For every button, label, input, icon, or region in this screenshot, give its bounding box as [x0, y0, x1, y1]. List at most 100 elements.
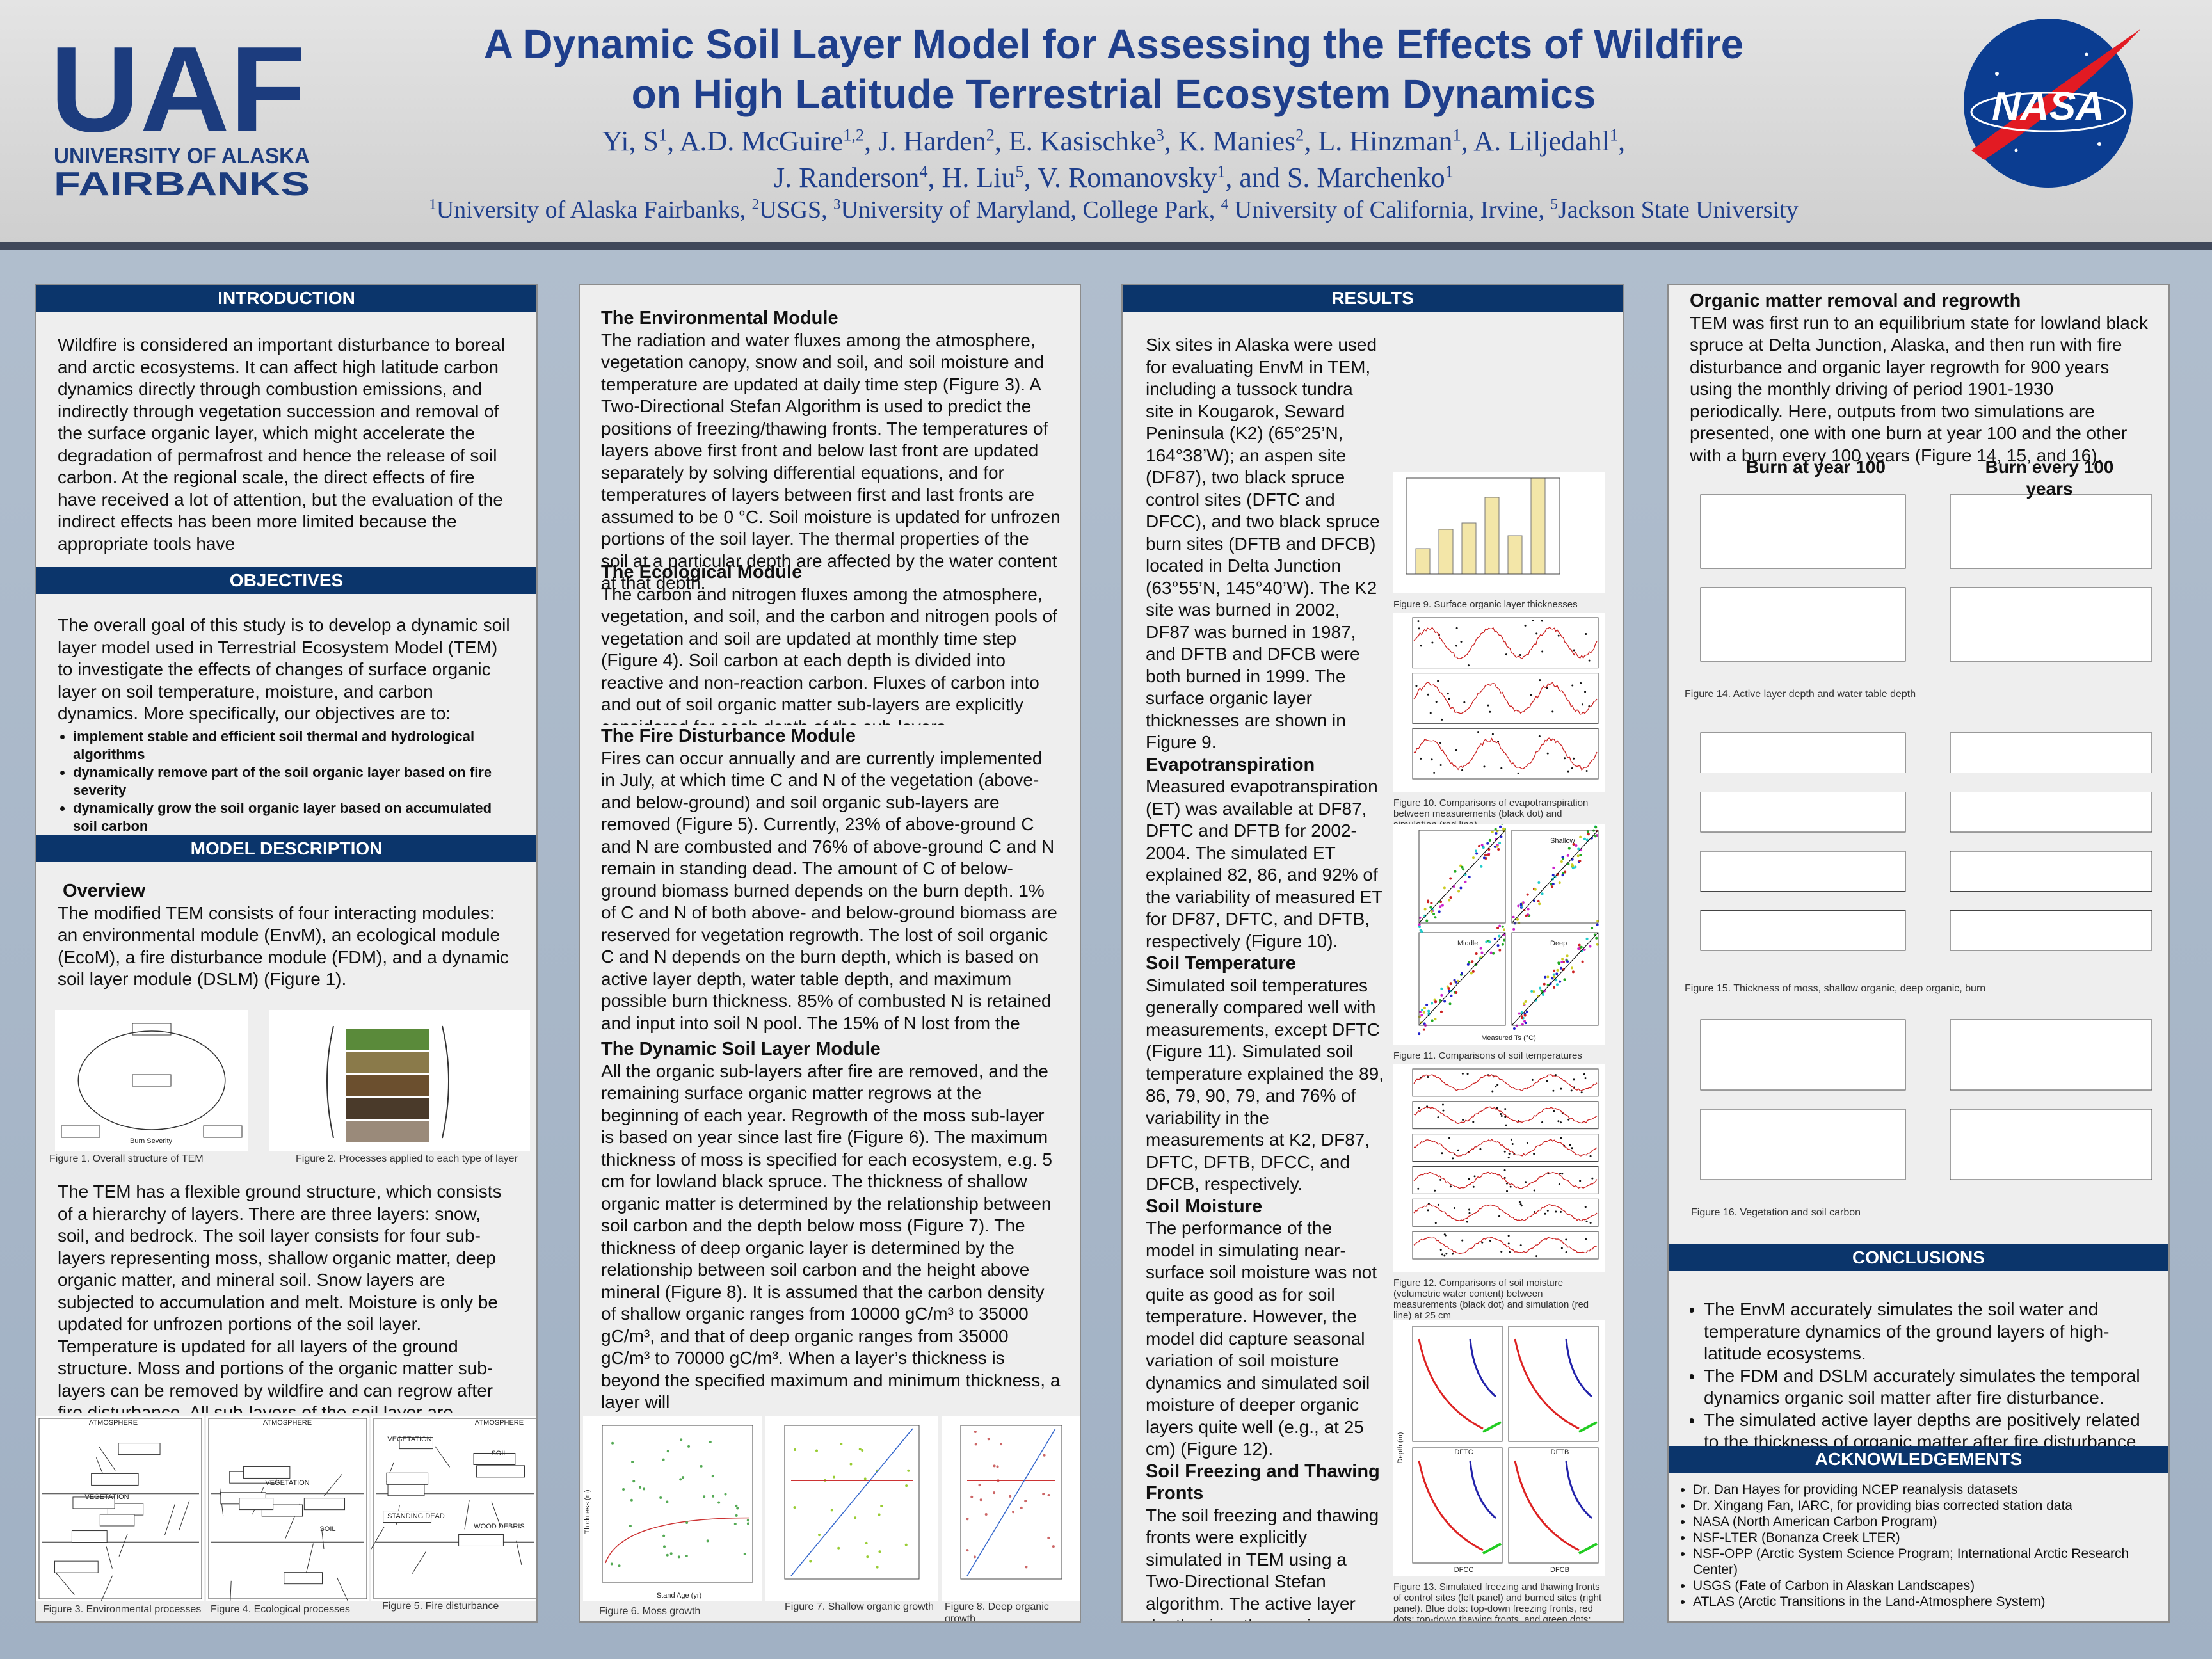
figure-art	[1417, 1187, 1420, 1190]
figure-art	[863, 1477, 867, 1480]
figure-art	[1509, 1251, 1511, 1253]
module: The Fire Disturbance Module Fires can occ…	[601, 725, 1061, 1038]
figure-art	[1415, 548, 1431, 575]
figure-art	[1563, 978, 1566, 981]
figure-art	[1413, 1236, 1598, 1254]
figure-art	[1592, 829, 1596, 832]
header: UAF UNIVERSITY OF ALASKA FAIRBANKS NASA …	[0, 0, 2212, 242]
figure-art	[815, 1449, 818, 1452]
figure-art	[1468, 876, 1471, 879]
figure-label: ATMOSPHERE	[475, 1419, 524, 1427]
figure-art	[837, 1546, 840, 1550]
figure-label: Deep	[1550, 940, 1567, 947]
figure-art	[1482, 856, 1486, 860]
figure-label: SOIL	[491, 1450, 507, 1457]
figure-art	[1418, 830, 1506, 924]
figure-art	[1579, 835, 1582, 838]
figure-art	[818, 1534, 821, 1537]
figure-art	[1440, 993, 1443, 997]
figure-art	[1439, 999, 1442, 1002]
figure-label: Middle	[1457, 940, 1478, 947]
figure-art	[1499, 825, 1502, 828]
figure-art	[1455, 981, 1458, 984]
figure-art	[1425, 1003, 1429, 1006]
figure-label: DFTB	[1551, 1448, 1569, 1456]
affiliations: 1University of Alaska Fairbanks, 2USGS, …	[320, 196, 1907, 224]
figure-art	[1506, 1190, 1509, 1192]
figure-art	[326, 1025, 334, 1139]
section-heading: MODEL DESCRIPTION	[36, 835, 536, 862]
figure-art	[1455, 645, 1457, 647]
results-text: Six sites in Alaska were used for evalua…	[1146, 334, 1605, 1621]
figure-art	[1498, 949, 1502, 952]
figure-art	[1449, 896, 1452, 899]
figure-art	[1565, 1251, 1567, 1254]
figure-art	[1552, 866, 1555, 869]
figure	[1925, 490, 2165, 682]
figure-art	[1457, 1149, 1459, 1151]
figure-box: Figure 9. Surface organic layer thicknes…	[1393, 472, 1605, 613]
figure-art	[1950, 1109, 2152, 1180]
figure-art	[1495, 1086, 1497, 1088]
figure-art	[1950, 587, 2152, 662]
figure-art	[1500, 1250, 1503, 1253]
figure-art	[99, 1514, 135, 1527]
figure-art	[1453, 1206, 1455, 1209]
figure-art	[1584, 1077, 1587, 1080]
text: University of California, Irvine,	[1228, 196, 1551, 223]
nasa-logo: NASA	[1964, 19, 2141, 188]
figure-art	[1596, 920, 1599, 923]
figure-art	[1583, 1073, 1585, 1075]
figure-art	[880, 1505, 883, 1508]
figure-art	[1541, 892, 1544, 895]
figure-art	[1429, 712, 1432, 714]
text: , H. Liu	[927, 162, 1016, 193]
figure-art	[1466, 963, 1470, 966]
figure-art	[1553, 1110, 1555, 1112]
caption: Figure 8. Deep organic growth	[945, 1601, 1049, 1623]
figure	[1393, 1064, 1605, 1272]
figure-art	[1574, 865, 1577, 869]
figure-art	[1422, 1028, 1425, 1031]
figure-art	[1047, 1536, 1050, 1539]
caption: Figure 14. Active layer depth and water …	[1685, 689, 1916, 700]
figure-art	[337, 1577, 349, 1601]
figure-art	[1431, 1002, 1434, 1005]
figure-art	[1569, 1144, 1571, 1146]
figure-art	[631, 1461, 634, 1464]
overview: Overview The modified TEM consists of fo…	[58, 880, 517, 995]
figure-art	[1517, 772, 1519, 774]
bullet: dynamically grow the soil organic layer …	[73, 799, 517, 833]
figure-art	[1531, 1078, 1534, 1081]
superscript: 2	[751, 196, 760, 212]
figure-art	[1440, 987, 1443, 990]
module: The Environmental Module The radiation an…	[601, 307, 1061, 589]
figure-art	[100, 1575, 113, 1601]
figure-art	[1484, 497, 1500, 575]
figure-art	[1480, 865, 1483, 868]
figure-art	[1700, 910, 1906, 951]
figure-art	[618, 1564, 621, 1567]
figure-art	[1589, 945, 1592, 948]
figure-art	[1412, 1068, 1599, 1097]
figure-art	[611, 1441, 614, 1445]
figure-art	[1551, 883, 1555, 886]
figure-art	[1461, 865, 1464, 869]
authors: J. Randerson4, H. Liu5, V. Romanovsky1, …	[320, 161, 1907, 194]
figure-art	[1567, 863, 1570, 866]
figure-art	[323, 1473, 343, 1496]
figure-art	[1541, 650, 1544, 653]
bullet: implement stable and efficient soil ther…	[73, 728, 517, 764]
figure-art	[91, 1473, 139, 1486]
figure-art	[1530, 990, 1534, 993]
figure-art	[203, 1125, 243, 1138]
subheading: The Environmental Module	[601, 308, 838, 328]
bullet: The simulated active layer depths are po…	[1704, 1409, 2149, 1447]
figure-art	[1511, 830, 1599, 924]
figure-art	[1447, 693, 1449, 695]
figure-art	[630, 1498, 633, 1502]
subheading: Evapotranspiration	[1146, 754, 1315, 775]
figure-art	[703, 1495, 706, 1498]
figure-art	[1534, 1210, 1536, 1213]
text: ,	[1618, 125, 1626, 157]
